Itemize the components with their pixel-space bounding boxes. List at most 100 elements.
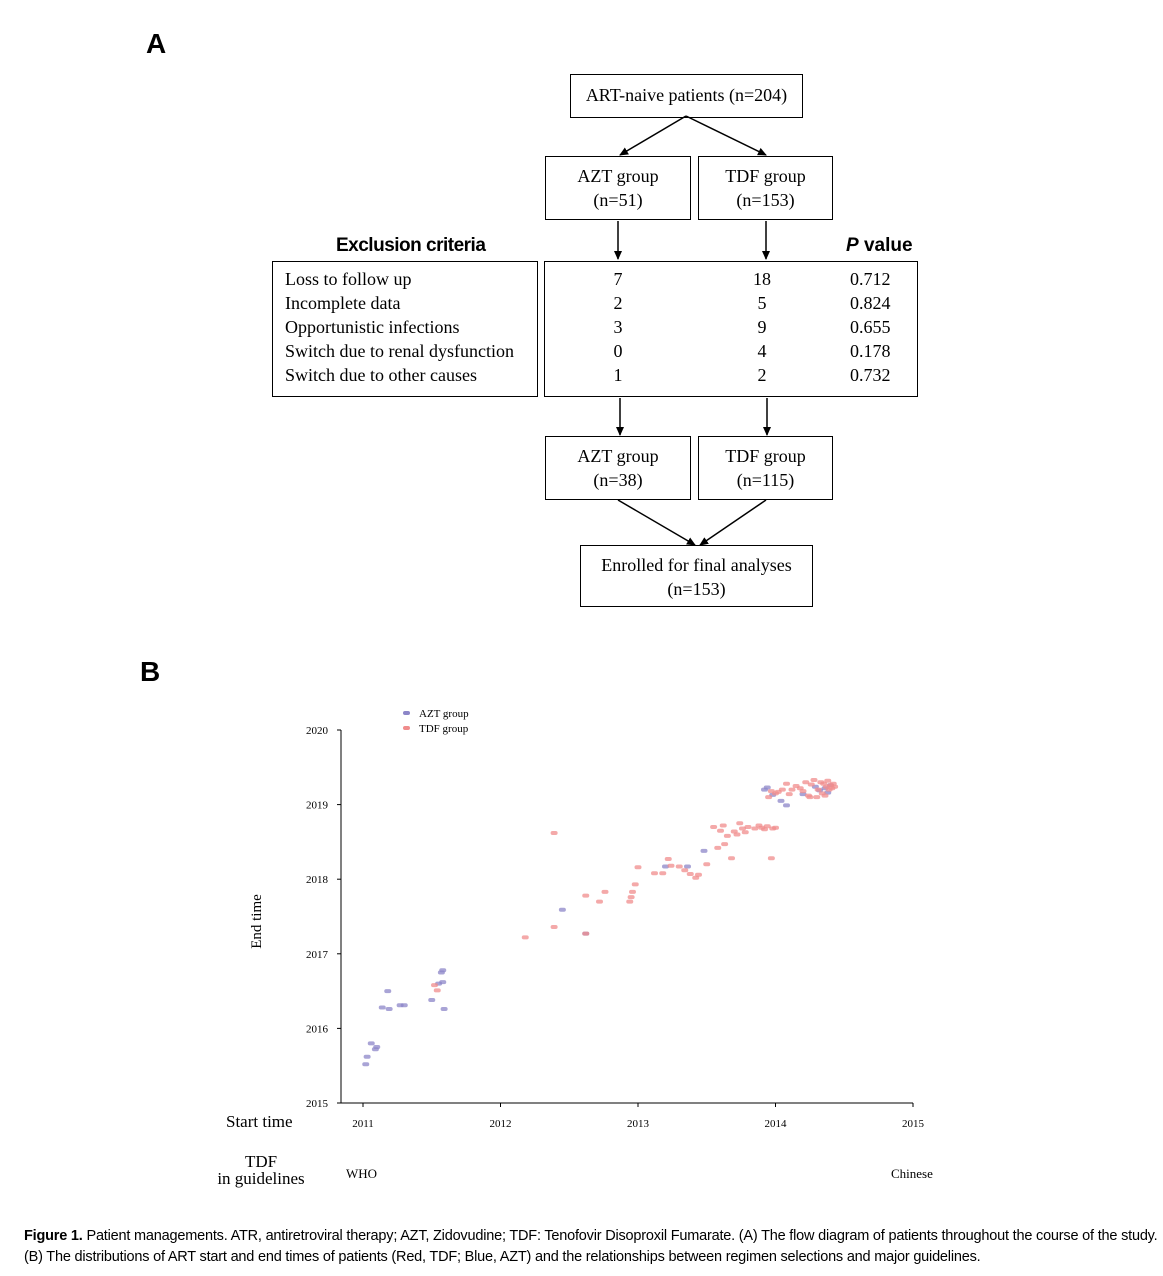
azt-data-point bbox=[558, 907, 566, 912]
exclusion-label: Opportunistic infections bbox=[285, 317, 460, 337]
azt-data-point bbox=[385, 1007, 393, 1012]
exclusion-label: Loss to follow up bbox=[285, 269, 412, 289]
azt-data-point bbox=[428, 998, 436, 1003]
azt-data-point bbox=[777, 798, 785, 803]
tdf-final-box: TDF group (n=115) bbox=[698, 436, 833, 500]
tdf-initial-n: (n=153) bbox=[736, 190, 795, 210]
tdf-data-point bbox=[667, 863, 675, 868]
tdf-data-point bbox=[714, 845, 722, 850]
tdf-data-point bbox=[814, 787, 822, 792]
chart-legend: AZT group TDF group bbox=[403, 708, 469, 735]
y-tick-label: 2017 bbox=[306, 949, 329, 961]
legend-swatch-tdf bbox=[403, 726, 410, 730]
tdf-data-point bbox=[824, 778, 832, 783]
tdf-data-point bbox=[710, 824, 718, 829]
azt-data-point bbox=[400, 1003, 408, 1008]
tdf-data-point bbox=[810, 777, 818, 782]
enrolled-box: Enrolled for final analyses (n=153) bbox=[580, 545, 813, 607]
tdf-data-point bbox=[719, 823, 727, 828]
azt-data-point bbox=[384, 989, 392, 994]
azt-data-point bbox=[662, 864, 669, 869]
enrolled-line2: (n=153) bbox=[667, 579, 726, 599]
tdf-data-point bbox=[802, 780, 810, 785]
tdf-initial-name: TDF group bbox=[725, 166, 806, 186]
tdf-data-point bbox=[582, 893, 590, 898]
azt-data-point bbox=[363, 1054, 371, 1059]
guideline-who: WHO bbox=[346, 1166, 378, 1181]
scatter-chart: 2015 2016 2017 2018 2019 2020 2011 2012 2013 2014… bbox=[249, 708, 925, 1130]
tdf-data-point bbox=[681, 868, 689, 873]
tdf-data-point bbox=[721, 842, 729, 847]
tdf-data-point bbox=[629, 889, 636, 894]
y-tick-label: 2018 bbox=[306, 874, 329, 886]
azt-data-point bbox=[373, 1045, 381, 1050]
guidelines-label: TDF in guidelines bbox=[214, 1153, 308, 1187]
azt-data-point bbox=[378, 1005, 386, 1010]
y-tick-label: 2019 bbox=[306, 800, 329, 812]
p-value-heading: P value bbox=[846, 235, 913, 257]
exclusion-azt-count: 0 bbox=[613, 341, 623, 361]
tdf-data-point bbox=[596, 899, 603, 904]
tdf-data-point bbox=[686, 871, 694, 876]
exclusion-heading: Exclusion criteria bbox=[336, 235, 486, 256]
tdf-data-point bbox=[741, 830, 749, 835]
tdf-data-point bbox=[651, 871, 658, 876]
tdf-data-point bbox=[813, 795, 821, 800]
chart-axes: 2015 2016 2017 2018 2019 2020 2011 2012 2013 2014… bbox=[249, 725, 925, 1130]
exclusion-p-value: 0.178 bbox=[850, 341, 891, 361]
tdf-data-point bbox=[631, 882, 639, 887]
exclusion-p-value: 0.824 bbox=[850, 293, 891, 313]
legend-label-azt: AZT group bbox=[419, 708, 469, 720]
caption-lead: Figure 1. bbox=[24, 1228, 83, 1244]
tdf-data-point bbox=[723, 833, 731, 838]
tdf-final-n: (n=115) bbox=[736, 470, 795, 490]
p-italic: P bbox=[846, 235, 859, 256]
y-tick-label: 2016 bbox=[306, 1023, 329, 1035]
exclusion-azt-count: 2 bbox=[613, 293, 623, 313]
p-rest: value bbox=[858, 235, 913, 256]
tdf-data-point bbox=[744, 824, 752, 829]
tdf-data-point bbox=[785, 792, 793, 797]
azt-data-point bbox=[763, 785, 771, 790]
exclusion-azt-count: 7 bbox=[613, 269, 623, 289]
tdf-data-point bbox=[717, 828, 724, 833]
azt-data-point bbox=[439, 980, 447, 985]
tdf-data-point bbox=[767, 856, 775, 861]
exclusion-label: Switch due to renal dysfunction bbox=[285, 341, 514, 361]
tdf-data-point bbox=[831, 784, 839, 789]
x-tick-label: 2014 bbox=[765, 1118, 788, 1130]
tdf-data-point bbox=[433, 988, 441, 993]
tdf-data-point bbox=[550, 924, 558, 929]
tdf-data-point bbox=[431, 983, 438, 988]
tdf-data-point bbox=[788, 787, 796, 792]
exclusion-tdf-count: 4 bbox=[757, 341, 767, 361]
exclusion-criteria-box bbox=[272, 261, 538, 397]
tdf-data-point bbox=[736, 821, 744, 826]
tdf-data-point bbox=[728, 856, 735, 861]
tdf-data-point bbox=[739, 826, 746, 831]
legend-label-tdf: TDF group bbox=[419, 723, 469, 735]
azt-data-point bbox=[439, 968, 447, 973]
chart-points bbox=[362, 777, 839, 1067]
exclusion-label: Switch due to other causes bbox=[285, 365, 477, 385]
exclusion-counts-box bbox=[544, 261, 918, 397]
exclusion-tdf-count: 2 bbox=[757, 365, 767, 385]
y-axis-label: End time bbox=[249, 894, 265, 949]
tdf-data-point bbox=[703, 862, 711, 867]
tdf-data-point bbox=[733, 832, 741, 837]
arrow-azt-enrolled bbox=[617, 499, 696, 546]
tdf-data-point bbox=[772, 825, 779, 830]
azt-final-name: AZT group bbox=[577, 446, 659, 466]
tdf-data-point bbox=[763, 824, 771, 829]
exclusion-azt-count: 3 bbox=[613, 317, 623, 337]
tdf-data-point bbox=[601, 889, 609, 894]
arrow-top-to-azt bbox=[619, 115, 687, 156]
panel-b-label: B bbox=[140, 656, 161, 687]
azt-data-point bbox=[362, 1062, 370, 1067]
tdf-data-point bbox=[675, 864, 683, 869]
tdf-data-point bbox=[807, 782, 815, 787]
tdf-data-point bbox=[634, 865, 642, 870]
x-tick-label: 2011 bbox=[352, 1118, 374, 1130]
y-tick-label: 2020 bbox=[306, 725, 329, 737]
tdf-data-point bbox=[582, 931, 590, 936]
